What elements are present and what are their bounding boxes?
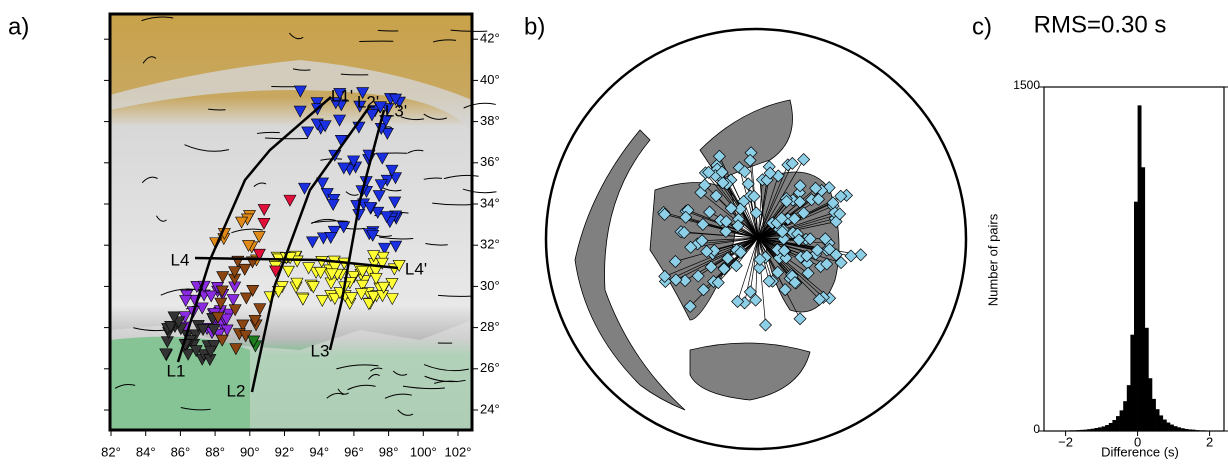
profile-label: L3' bbox=[385, 101, 407, 120]
bar bbox=[1174, 426, 1178, 431]
bar bbox=[1148, 378, 1152, 431]
lon-label: 102° bbox=[445, 444, 472, 459]
bar bbox=[1120, 410, 1124, 431]
lon-label: 100° bbox=[410, 444, 437, 459]
bar bbox=[1127, 385, 1131, 431]
lon-label: 94° bbox=[309, 444, 329, 459]
profile-label: L3 bbox=[311, 341, 330, 360]
profile-label: L4' bbox=[405, 259, 427, 278]
bar bbox=[1145, 328, 1149, 431]
bar bbox=[1109, 423, 1113, 431]
bar bbox=[1105, 425, 1109, 431]
bar bbox=[1130, 335, 1134, 431]
lat-label: 32° bbox=[480, 237, 500, 252]
lat-label: 36° bbox=[480, 154, 500, 169]
bar bbox=[1163, 420, 1167, 431]
bar bbox=[1123, 401, 1127, 431]
bar bbox=[1166, 423, 1170, 431]
lon-label: 88° bbox=[205, 444, 225, 459]
panel-label: b) bbox=[524, 13, 545, 40]
bar bbox=[1170, 425, 1174, 431]
bar bbox=[1159, 415, 1163, 431]
figure: a) b) c) 82° 84° 86° 88° 90° 92° 94° 96° 98° 100°… bbox=[0, 0, 1228, 466]
lon-label: 92° bbox=[275, 444, 295, 459]
bar bbox=[1152, 399, 1156, 431]
lat-label: 38° bbox=[480, 113, 500, 128]
lon-label: 84° bbox=[136, 444, 156, 459]
profile-label: L2 bbox=[227, 381, 246, 400]
bar bbox=[1134, 202, 1138, 431]
y-tick-label: 0 bbox=[1033, 422, 1040, 436]
panel-label: a) bbox=[8, 13, 29, 40]
y-tick-label: 1500 bbox=[1013, 78, 1040, 92]
lon-label: 98° bbox=[379, 444, 399, 459]
y-axis-label: Number of pairs bbox=[985, 213, 1000, 306]
bar bbox=[1138, 105, 1142, 431]
map-panel: 82° 84° 86° 88° 90° 92° 94° 96° 98° 100° 102° 24° 26… bbox=[101, 14, 500, 459]
lon-label: 82° bbox=[101, 444, 121, 459]
bar bbox=[1112, 420, 1116, 431]
profile-label: L4 bbox=[171, 250, 190, 269]
lat-label: 34° bbox=[480, 195, 500, 210]
globe-panel bbox=[546, 29, 966, 449]
lat-label: 28° bbox=[480, 319, 500, 334]
x-tick-label: −2 bbox=[1058, 434, 1073, 449]
bar bbox=[1116, 416, 1120, 431]
profile-label: L2' bbox=[357, 92, 379, 111]
x-tick-label: 0 bbox=[1134, 434, 1141, 449]
lon-label: 90° bbox=[240, 444, 260, 459]
fault bbox=[378, 30, 398, 31]
lon-label: 86° bbox=[171, 444, 191, 459]
panel-label: c) bbox=[972, 13, 992, 40]
lat-label: 42° bbox=[480, 31, 500, 46]
bar bbox=[1156, 409, 1160, 431]
bar bbox=[1141, 167, 1145, 431]
x-tick-label: 2 bbox=[1206, 434, 1213, 449]
lon-label: 96° bbox=[344, 444, 364, 459]
bar bbox=[1102, 426, 1106, 431]
chart-title: RMS=0.30 s bbox=[1034, 11, 1167, 38]
profile-label: L1' bbox=[331, 86, 353, 105]
lat-label: 40° bbox=[480, 72, 500, 87]
lat-label: 26° bbox=[480, 360, 500, 375]
lat-label: 30° bbox=[480, 278, 500, 293]
profile-label: L1 bbox=[167, 361, 186, 380]
lat-label: 24° bbox=[480, 401, 500, 416]
histogram-panel: RMS=0.30 s Difference (s) Number of pair… bbox=[985, 11, 1228, 459]
